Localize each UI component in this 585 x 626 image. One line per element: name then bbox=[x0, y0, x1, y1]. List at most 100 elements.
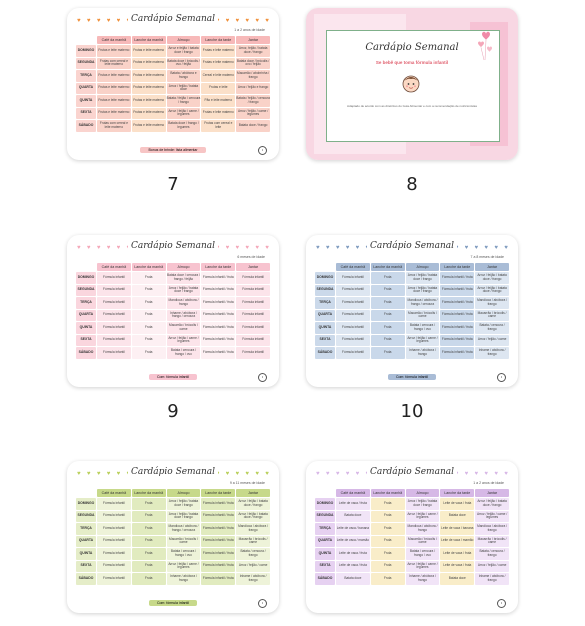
day-label: TERÇA bbox=[315, 297, 335, 309]
column-header: Lanche da tarde bbox=[201, 36, 236, 44]
menu-cell: Fórmula infantil bbox=[336, 272, 370, 284]
cover-card[interactable]: Cardápio Semanal Se bebê que toma fórmul… bbox=[306, 8, 518, 160]
menu-cell: Arroz / feijão / batata doce / frango bbox=[475, 272, 509, 284]
menu-cell: Batata doce / brócolis / ovo / feijão bbox=[236, 57, 270, 69]
table-row: QUINTA Fórmula infantil Fruta Batata / ceno… bbox=[315, 322, 509, 334]
menu-cell: Arroz / feijão / batata doce / frango bbox=[236, 510, 270, 522]
menu-cell: Arroz / feijão / batata doce / frango bbox=[236, 498, 270, 510]
menu-cell: Batata doce bbox=[440, 510, 475, 522]
menu-cell: Batata / cenoura / frango bbox=[475, 548, 509, 560]
menu-cell: Fórmula infantil / fruta bbox=[201, 309, 236, 321]
day-label: QUARTA bbox=[76, 82, 96, 94]
menu-cell: Leite de vaca / fruta bbox=[440, 560, 475, 572]
menu-cell: Macarrão / brócolis / carne bbox=[236, 535, 270, 547]
day-label: SEGUNDA bbox=[315, 510, 335, 522]
table-row: DOMINGO Frutas e leite materno Frutas e le… bbox=[76, 45, 270, 57]
menu-cell: Fórmula infantil / fruta bbox=[201, 560, 236, 572]
menu-cell: Arroz / feijão / carne / legumes bbox=[405, 510, 440, 522]
menu-cell: Frutas e leite materno bbox=[131, 120, 166, 132]
menu-cell: Fórmula infantil / fruta bbox=[201, 498, 236, 510]
heart-icon: ♥ bbox=[325, 245, 330, 251]
table-row: SEXTA Fórmula infantil Fruta Arroz / feijão… bbox=[76, 560, 270, 572]
menu-cell: Fruta bbox=[370, 523, 405, 535]
menu-cell: Frutas e leite materno bbox=[131, 95, 166, 107]
heart-icon: ♥ bbox=[345, 471, 350, 477]
menu-cell: Mandioca / abóbora / frango bbox=[475, 297, 509, 309]
menu-cell: Fórmula infantil bbox=[236, 322, 270, 334]
menu-cell: Fórmula infantil / fruta bbox=[201, 510, 236, 522]
heart-icon: ♥ bbox=[355, 471, 360, 477]
menu-cell: Fórmula infantil bbox=[97, 535, 131, 547]
menu-cell: Batata / cenoura / frango / ovo bbox=[405, 548, 440, 560]
menu-cell: Arroz / feijão / carne / legumes bbox=[236, 107, 270, 119]
menu-cell: Macarrão / brócolis / carne bbox=[405, 309, 440, 321]
menu-cell: Batata doce / cenoura / frango / feijão bbox=[166, 272, 201, 284]
menu-cell: Fórmula infantil bbox=[97, 347, 131, 359]
menu-cell: Fórmula infantil / fruta bbox=[440, 334, 475, 346]
menu-cell: Fórmula infantil bbox=[97, 498, 131, 510]
menu-cell: Arroz e feijão / batata doce / frango bbox=[166, 45, 201, 57]
menu-cell: Frutas e leite materno bbox=[131, 107, 166, 119]
column-header: Café da manhã bbox=[97, 489, 131, 497]
menu-cell: Fórmula infantil bbox=[97, 510, 131, 522]
column-header: Almoço bbox=[166, 489, 201, 497]
menu-cell: Mandioca / abóbora / frango bbox=[166, 297, 201, 309]
heart-icon: ♥ bbox=[474, 471, 479, 477]
heart-icon: ♥ bbox=[345, 245, 350, 251]
column-header: Lanche da manhã bbox=[131, 36, 166, 44]
footer-badge: Com: fórmula infantil bbox=[148, 374, 198, 380]
day-label: QUARTA bbox=[315, 535, 335, 547]
table-row: SEXTA Fórmula infantil Fruta Arroz / feijão… bbox=[315, 334, 509, 346]
menu-cell: Frutas com cereal e leite materno bbox=[97, 57, 131, 69]
column-header: Jantar bbox=[475, 489, 509, 497]
menu-cell: Arroz / feijão / carne bbox=[236, 560, 270, 572]
page-number-badge: • bbox=[258, 599, 267, 608]
menu-cell: Macarrão / brócolis / carne bbox=[475, 535, 509, 547]
column-header: Café da manhã bbox=[336, 263, 370, 271]
menu-cell: Frutas e leite materno bbox=[97, 45, 131, 57]
age-label: 1 a 2 anos de idade bbox=[473, 481, 504, 485]
column-header: Lanche da tarde bbox=[440, 263, 475, 271]
table-row: SEGUNDA Fórmula infantil Fruta Arroz / feij… bbox=[315, 284, 509, 296]
menu-cell: Fórmula infantil bbox=[336, 322, 370, 334]
heart-icon: ♥ bbox=[484, 245, 488, 251]
heart-icon: ♥ bbox=[255, 471, 259, 477]
menu-footer: Com: fórmula infantil bbox=[67, 600, 279, 606]
menu-cell: Fruta bbox=[131, 560, 166, 572]
heart-icon: ♥ bbox=[316, 245, 320, 251]
menu-cell: Arroz, feijão / batata doce / frango bbox=[236, 45, 270, 57]
heart-icon: ♥ bbox=[235, 471, 240, 477]
menu-cell: Fruta bbox=[131, 573, 166, 585]
menu-cell: Macarrão / brócolis / carne bbox=[166, 322, 201, 334]
column-header: Almoço bbox=[166, 36, 201, 44]
menu-footer: Com: fórmula infantil bbox=[67, 374, 279, 380]
menu-table: Café da manhã Lanche da manhã Almoço Lanche… bbox=[314, 262, 510, 360]
table-row: SÁBADO Batata doce Fruta Inhame / abóbora /… bbox=[315, 573, 509, 585]
heart-icon: ♥ bbox=[245, 471, 249, 477]
menu-cell: Batata doce / frango bbox=[236, 120, 270, 132]
menu-cell: Arroz / feijão / carne bbox=[475, 560, 509, 572]
table-row: QUARTA Fórmula infantil Fruta Macarrão / br… bbox=[76, 535, 270, 547]
column-header: Café da manhã bbox=[336, 489, 370, 497]
menu-cell: Frutas com cereal e leite bbox=[201, 120, 236, 132]
menu-cell: Fórmula infantil bbox=[236, 334, 270, 346]
heart-icon: ♥ bbox=[116, 245, 121, 251]
menu-cell: Arroz / feijão / batata doce bbox=[166, 82, 201, 94]
table-row: SÁBADO Fórmula infantil Fruta Batata / ceno… bbox=[76, 347, 270, 359]
table-row: DOMINGO Leite de vaca / fruta Fruta Arroz /… bbox=[315, 498, 509, 510]
menu-cell: Inhame / abóbora / frango / cenoura bbox=[166, 309, 201, 321]
menu-cell: Fórmula infantil bbox=[97, 548, 131, 560]
menu-cell: Fórmula infantil bbox=[97, 297, 131, 309]
menu-cell: Fruta bbox=[370, 334, 405, 346]
menu-cell: Arroz / feijão / batata doce / frango bbox=[166, 510, 201, 522]
page-label-9: 9 bbox=[167, 401, 179, 422]
menu-table: Café da manhã Lanche da manhã Almoço Lanche… bbox=[75, 35, 271, 133]
menu-cell: Macarrão / brócolis / carne bbox=[405, 535, 440, 547]
day-label: QUINTA bbox=[76, 322, 96, 334]
menu-cell: Fruta bbox=[131, 510, 166, 522]
